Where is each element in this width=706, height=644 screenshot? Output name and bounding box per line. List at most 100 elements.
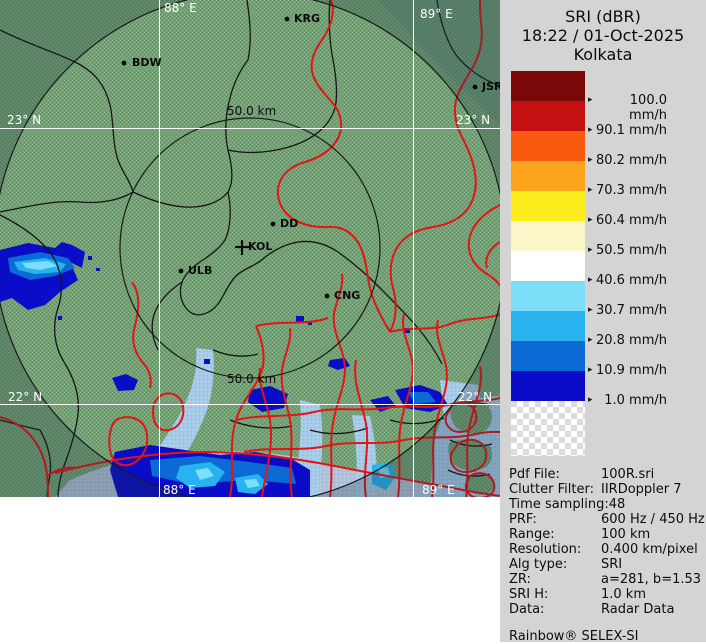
river-overlay-layer [0, 0, 500, 497]
meta-label: Data: [509, 602, 545, 617]
city-dot-jsr [472, 84, 478, 90]
district-boundary-layer [0, 0, 500, 497]
legend-value: 30.7 mm/h [595, 303, 667, 318]
legend-swatch [511, 191, 585, 221]
product-title: SRI (dBR) [565, 7, 641, 26]
legend-swatch [511, 311, 585, 341]
legend-swatch [511, 341, 585, 371]
meta-row: Pdf File: 100R.sri [509, 467, 703, 482]
city-label-ulb: ULB [188, 264, 213, 277]
tick-arrow-icon: ▸ [588, 275, 593, 285]
legend-row: ▸ 40.6 mm/h [585, 273, 701, 289]
legend-value: 40.6 mm/h [595, 273, 667, 288]
legend-row: ▸ 100.0 mm/h [585, 93, 701, 123]
grid-label-lat23-left: 23° N [7, 113, 42, 127]
legend-value: 70.3 mm/h [595, 183, 667, 198]
meta-value: SRI [601, 557, 623, 572]
info-panel: SRI (dBR) 18:22 / 01-Oct-2025 Kolkata ▸ 1… [500, 0, 706, 644]
legend-value: 80.2 mm/h [595, 153, 667, 168]
radar-map: 88° E 89° E 23° N 23° N 22° N 22° N 88° … [0, 0, 500, 497]
meta-label: Pdf File: [509, 467, 560, 482]
legend-swatch-column [511, 71, 585, 456]
grid-label-lat22-left: 22° N [8, 390, 43, 404]
legend-row: ▸ 80.2 mm/h [585, 153, 701, 169]
legend-swatch [511, 251, 585, 281]
meta-value: 600 Hz / 450 Hz [601, 512, 705, 527]
legend-row: ▸ 30.7 mm/h [585, 303, 701, 319]
legend-swatch [511, 71, 585, 101]
city-label-cng: CNG [334, 289, 361, 302]
meta-value: Radar Data [601, 602, 675, 617]
meta-row: ZR: a=281, b=1.53 [509, 572, 703, 587]
grid-label-lon88-top: 88° E [164, 1, 197, 15]
city-dot-dd [270, 221, 276, 227]
city-label-krg: KRG [294, 12, 321, 25]
scan-metadata: Pdf File: 100R.sri Clutter Filter: IIRDopp… [509, 467, 705, 644]
meta-label: Time sampling: [509, 497, 609, 512]
radar-site-name: Kolkata [573, 45, 633, 64]
tick-arrow-icon: ▸ [588, 245, 593, 255]
panel-title-block: SRI (dBR) 18:22 / 01-Oct-2025 Kolkata [500, 7, 706, 64]
meta-row: Resolution: 0.400 km/pixel [509, 542, 703, 557]
radar-site-marker [235, 240, 249, 255]
city-label-kol: KOL [248, 240, 273, 253]
scan-timestamp: 18:22 / 01-Oct-2025 [521, 26, 685, 45]
legend-value: 90.1 mm/h [595, 123, 667, 138]
legend-row: ▸ 20.8 mm/h [585, 333, 701, 349]
range-label-top: 50.0 km [227, 104, 277, 118]
tick-arrow-icon: ▸ [588, 305, 593, 315]
meta-label: Clutter Filter: [509, 482, 594, 497]
graticule-lines [0, 0, 500, 497]
tick-arrow-icon: ▸ [588, 185, 593, 195]
grid-label-lon89-top: 89° E [420, 7, 453, 21]
legend-row: ▸ 70.3 mm/h [585, 183, 701, 199]
legend-swatch [511, 101, 585, 131]
tick-arrow-icon: ▸ [588, 95, 593, 105]
out-of-range-dim-overlay [0, 0, 500, 497]
legend-swatch [511, 221, 585, 251]
corner-shade [380, 0, 500, 125]
legend-value: 20.8 mm/h [595, 333, 667, 348]
meta-label: Resolution: [509, 542, 582, 557]
legend-transparent-band [511, 401, 585, 456]
meta-value: IIRDoppler 7 [601, 482, 682, 497]
legend-value: 60.4 mm/h [595, 213, 667, 228]
city-markers [121, 16, 478, 299]
tick-arrow-icon: ▸ [588, 365, 593, 375]
legend-value: 1.0 mm/h [604, 393, 667, 408]
legend-row: ▸ 90.1 mm/h [585, 123, 701, 139]
meta-value: 100R.sri [601, 467, 655, 482]
grid-label-lat23-right: 23° N [456, 113, 491, 127]
legend-row: ▸ 60.4 mm/h [585, 213, 701, 229]
legend-value: 100.0 mm/h [629, 93, 667, 123]
city-dot-cng [324, 293, 330, 299]
meta-value: 100 km [601, 527, 651, 542]
legend-swatch [511, 161, 585, 191]
legend-swatch [511, 281, 585, 311]
meta-value: 1.0 km [601, 587, 646, 602]
legend-row: ▸ 1.0 mm/h [585, 393, 701, 409]
tick-arrow-icon: ▸ [588, 215, 593, 225]
tick-arrow-icon: ▸ [588, 155, 593, 165]
city-label-jsr: JSR [482, 80, 500, 93]
range-rings [0, 0, 500, 497]
meta-label: Range: [509, 527, 555, 542]
tick-arrow-icon: ▸ [588, 125, 593, 135]
tick-arrow-icon: ▸ [588, 395, 593, 405]
meta-value: 48 [608, 497, 626, 512]
grid-label-lon89-bottom: 89° E [422, 483, 455, 497]
meta-value: 0.400 km/pixel [601, 542, 698, 557]
grid-label-lat22-right: 22° N [458, 390, 493, 404]
meta-row: Alg type: SRI [509, 557, 703, 572]
terrain-layer [0, 0, 500, 497]
meta-row: PRF: 600 Hz / 450 Hz [509, 512, 705, 527]
city-dot-bdw [121, 60, 127, 66]
city-dot-krg [284, 16, 290, 22]
city-label-bdw: BDW [132, 56, 162, 69]
meta-row: SRI H: 1.0 km [509, 587, 703, 602]
radar-map-svg [0, 0, 500, 497]
meta-label: Alg type: [509, 557, 568, 572]
meta-row: Time sampling: 48 [509, 497, 703, 512]
software-brand: Rainbow® SELEX-SI [509, 629, 639, 644]
